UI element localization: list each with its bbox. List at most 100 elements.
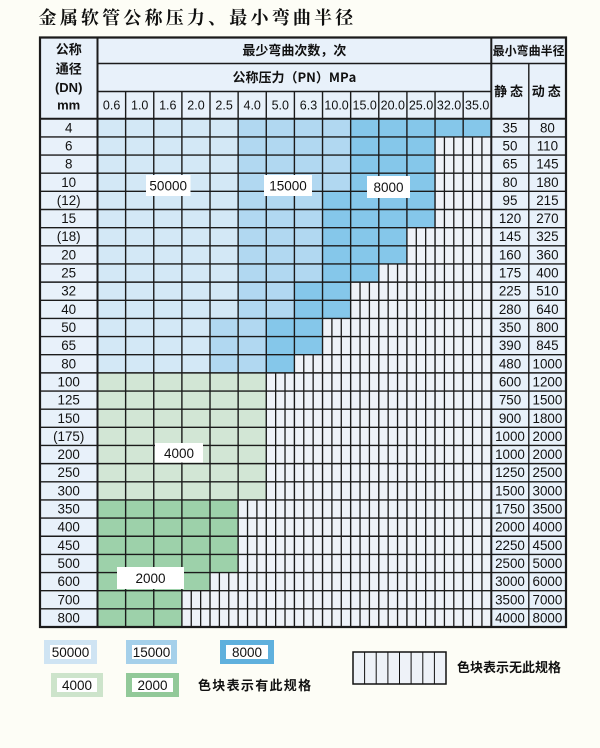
svg-text:80: 80 xyxy=(540,120,555,135)
svg-text:150: 150 xyxy=(58,411,80,426)
svg-text:通径: 通径 xyxy=(56,59,82,78)
svg-text:1500: 1500 xyxy=(495,483,525,498)
svg-text:1500: 1500 xyxy=(533,393,563,408)
svg-text:3000: 3000 xyxy=(495,574,525,589)
svg-text:2.0: 2.0 xyxy=(187,99,204,113)
svg-text:600: 600 xyxy=(58,574,80,589)
svg-text:450: 450 xyxy=(58,538,80,553)
svg-text:4000: 4000 xyxy=(533,520,563,535)
svg-text:120: 120 xyxy=(499,211,521,226)
svg-text:最小弯曲半径: 最小弯曲半径 xyxy=(493,42,565,59)
svg-text:250: 250 xyxy=(58,465,80,480)
svg-text:1.0: 1.0 xyxy=(131,99,148,113)
svg-text:色块表示无此规格: 色块表示无此规格 xyxy=(457,657,561,676)
svg-text:4.0: 4.0 xyxy=(244,99,261,113)
svg-text:65: 65 xyxy=(61,338,76,353)
svg-text:态: 态 xyxy=(548,81,561,100)
svg-text:95: 95 xyxy=(503,193,518,208)
svg-text:500: 500 xyxy=(58,556,80,571)
svg-text:800: 800 xyxy=(58,610,80,625)
svg-text:35.0: 35.0 xyxy=(465,99,489,113)
svg-text:3500: 3500 xyxy=(533,502,563,517)
svg-text:金属软管公称压力、最小弯曲半径: 金属软管公称压力、最小弯曲半径 xyxy=(39,4,357,30)
svg-text:1000: 1000 xyxy=(533,356,563,371)
svg-text:0.6: 0.6 xyxy=(103,99,120,113)
svg-text:32.0: 32.0 xyxy=(437,99,461,113)
svg-text:32: 32 xyxy=(61,284,76,299)
svg-text:(12): (12) xyxy=(57,193,81,208)
svg-text:2.5: 2.5 xyxy=(215,99,232,113)
svg-text:400: 400 xyxy=(536,266,558,281)
svg-text:色块表示有此规格: 色块表示有此规格 xyxy=(198,675,312,694)
svg-text:3500: 3500 xyxy=(495,592,525,607)
svg-text:350: 350 xyxy=(499,320,521,335)
svg-text:215: 215 xyxy=(536,193,558,208)
svg-text:1750: 1750 xyxy=(495,502,525,517)
svg-text:145: 145 xyxy=(499,229,521,244)
svg-text:400: 400 xyxy=(58,520,80,535)
svg-text:845: 845 xyxy=(536,338,558,353)
svg-text:mm: mm xyxy=(57,98,80,113)
svg-text:6: 6 xyxy=(65,139,72,154)
svg-text:15: 15 xyxy=(61,211,76,226)
svg-text:280: 280 xyxy=(499,302,521,317)
svg-text:900: 900 xyxy=(499,411,521,426)
svg-text:3000: 3000 xyxy=(533,483,563,498)
svg-text:(DN): (DN) xyxy=(55,80,82,95)
svg-text:2500: 2500 xyxy=(533,465,563,480)
svg-text:1000: 1000 xyxy=(495,429,525,444)
svg-text:50000: 50000 xyxy=(52,645,90,660)
svg-text:5000: 5000 xyxy=(533,556,563,571)
svg-text:600: 600 xyxy=(499,375,521,390)
svg-text:7000: 7000 xyxy=(533,592,563,607)
svg-text:390: 390 xyxy=(499,338,521,353)
svg-text:1.6: 1.6 xyxy=(159,99,176,113)
svg-text:15000: 15000 xyxy=(133,645,171,660)
svg-text:160: 160 xyxy=(499,247,521,262)
svg-text:15000: 15000 xyxy=(269,179,307,194)
svg-text:20: 20 xyxy=(61,247,76,262)
svg-text:180: 180 xyxy=(536,175,558,190)
svg-text:1800: 1800 xyxy=(533,411,563,426)
svg-text:6.3: 6.3 xyxy=(300,99,317,113)
svg-text:175: 175 xyxy=(499,266,521,281)
svg-text:公称压力（PN）MPa: 公称压力（PN）MPa xyxy=(232,67,356,86)
svg-text:5.0: 5.0 xyxy=(272,99,289,113)
svg-text:25: 25 xyxy=(61,266,76,281)
svg-text:200: 200 xyxy=(58,447,80,462)
svg-text:2000: 2000 xyxy=(495,520,525,535)
svg-text:8000: 8000 xyxy=(373,180,403,195)
svg-text:(18): (18) xyxy=(57,229,81,244)
svg-text:2000: 2000 xyxy=(137,678,167,693)
svg-text:225: 225 xyxy=(499,284,521,299)
svg-text:270: 270 xyxy=(536,211,558,226)
svg-text:20.0: 20.0 xyxy=(381,99,405,113)
svg-text:510: 510 xyxy=(536,284,558,299)
svg-text:325: 325 xyxy=(536,229,558,244)
svg-text:35: 35 xyxy=(503,120,518,135)
svg-text:80: 80 xyxy=(503,175,518,190)
svg-text:350: 350 xyxy=(58,502,80,517)
svg-text:480: 480 xyxy=(499,356,521,371)
svg-text:2250: 2250 xyxy=(495,538,525,553)
svg-text:640: 640 xyxy=(536,302,558,317)
svg-text:25.0: 25.0 xyxy=(409,99,433,113)
svg-text:8000: 8000 xyxy=(232,645,262,660)
svg-text:1250: 1250 xyxy=(495,465,525,480)
svg-text:4: 4 xyxy=(65,120,73,135)
svg-text:100: 100 xyxy=(58,375,80,390)
svg-text:750: 750 xyxy=(499,393,521,408)
svg-text:8: 8 xyxy=(65,157,72,172)
svg-text:2500: 2500 xyxy=(495,556,525,571)
svg-text:50: 50 xyxy=(503,139,518,154)
svg-text:700: 700 xyxy=(58,592,80,607)
svg-text:50000: 50000 xyxy=(149,179,187,194)
svg-text:800: 800 xyxy=(536,320,558,335)
svg-text:10: 10 xyxy=(61,175,76,190)
svg-text:15.0: 15.0 xyxy=(353,99,377,113)
svg-text:态: 态 xyxy=(510,81,523,100)
svg-text:360: 360 xyxy=(536,247,558,262)
svg-text:4000: 4000 xyxy=(164,446,194,461)
svg-text:4500: 4500 xyxy=(533,538,563,553)
svg-text:4000: 4000 xyxy=(62,678,92,693)
